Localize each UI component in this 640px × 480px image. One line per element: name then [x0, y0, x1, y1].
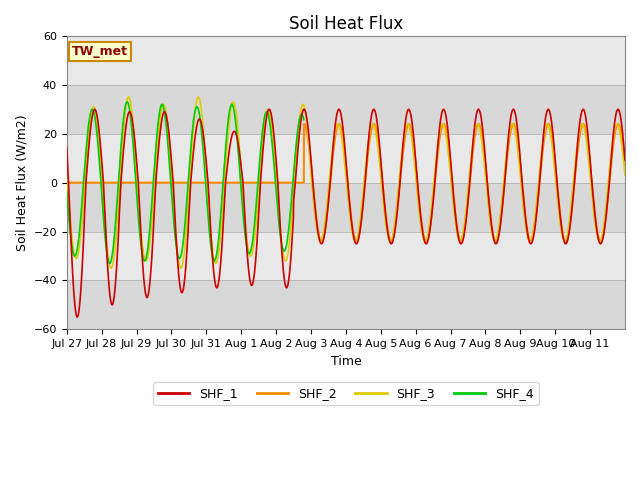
Title: Soil Heat Flux: Soil Heat Flux: [289, 15, 403, 33]
Bar: [67, 280, 625, 329]
Bar: [67, 183, 625, 231]
Bar: [67, 85, 625, 134]
Bar: [67, 134, 625, 183]
Bar: [67, 36, 625, 85]
Legend: SHF_1, SHF_2, SHF_3, SHF_4: SHF_1, SHF_2, SHF_3, SHF_4: [153, 382, 539, 405]
X-axis label: Time: Time: [330, 355, 361, 368]
Text: TW_met: TW_met: [72, 45, 129, 58]
Bar: [67, 231, 625, 280]
Y-axis label: Soil Heat Flux (W/m2): Soil Heat Flux (W/m2): [15, 114, 28, 251]
